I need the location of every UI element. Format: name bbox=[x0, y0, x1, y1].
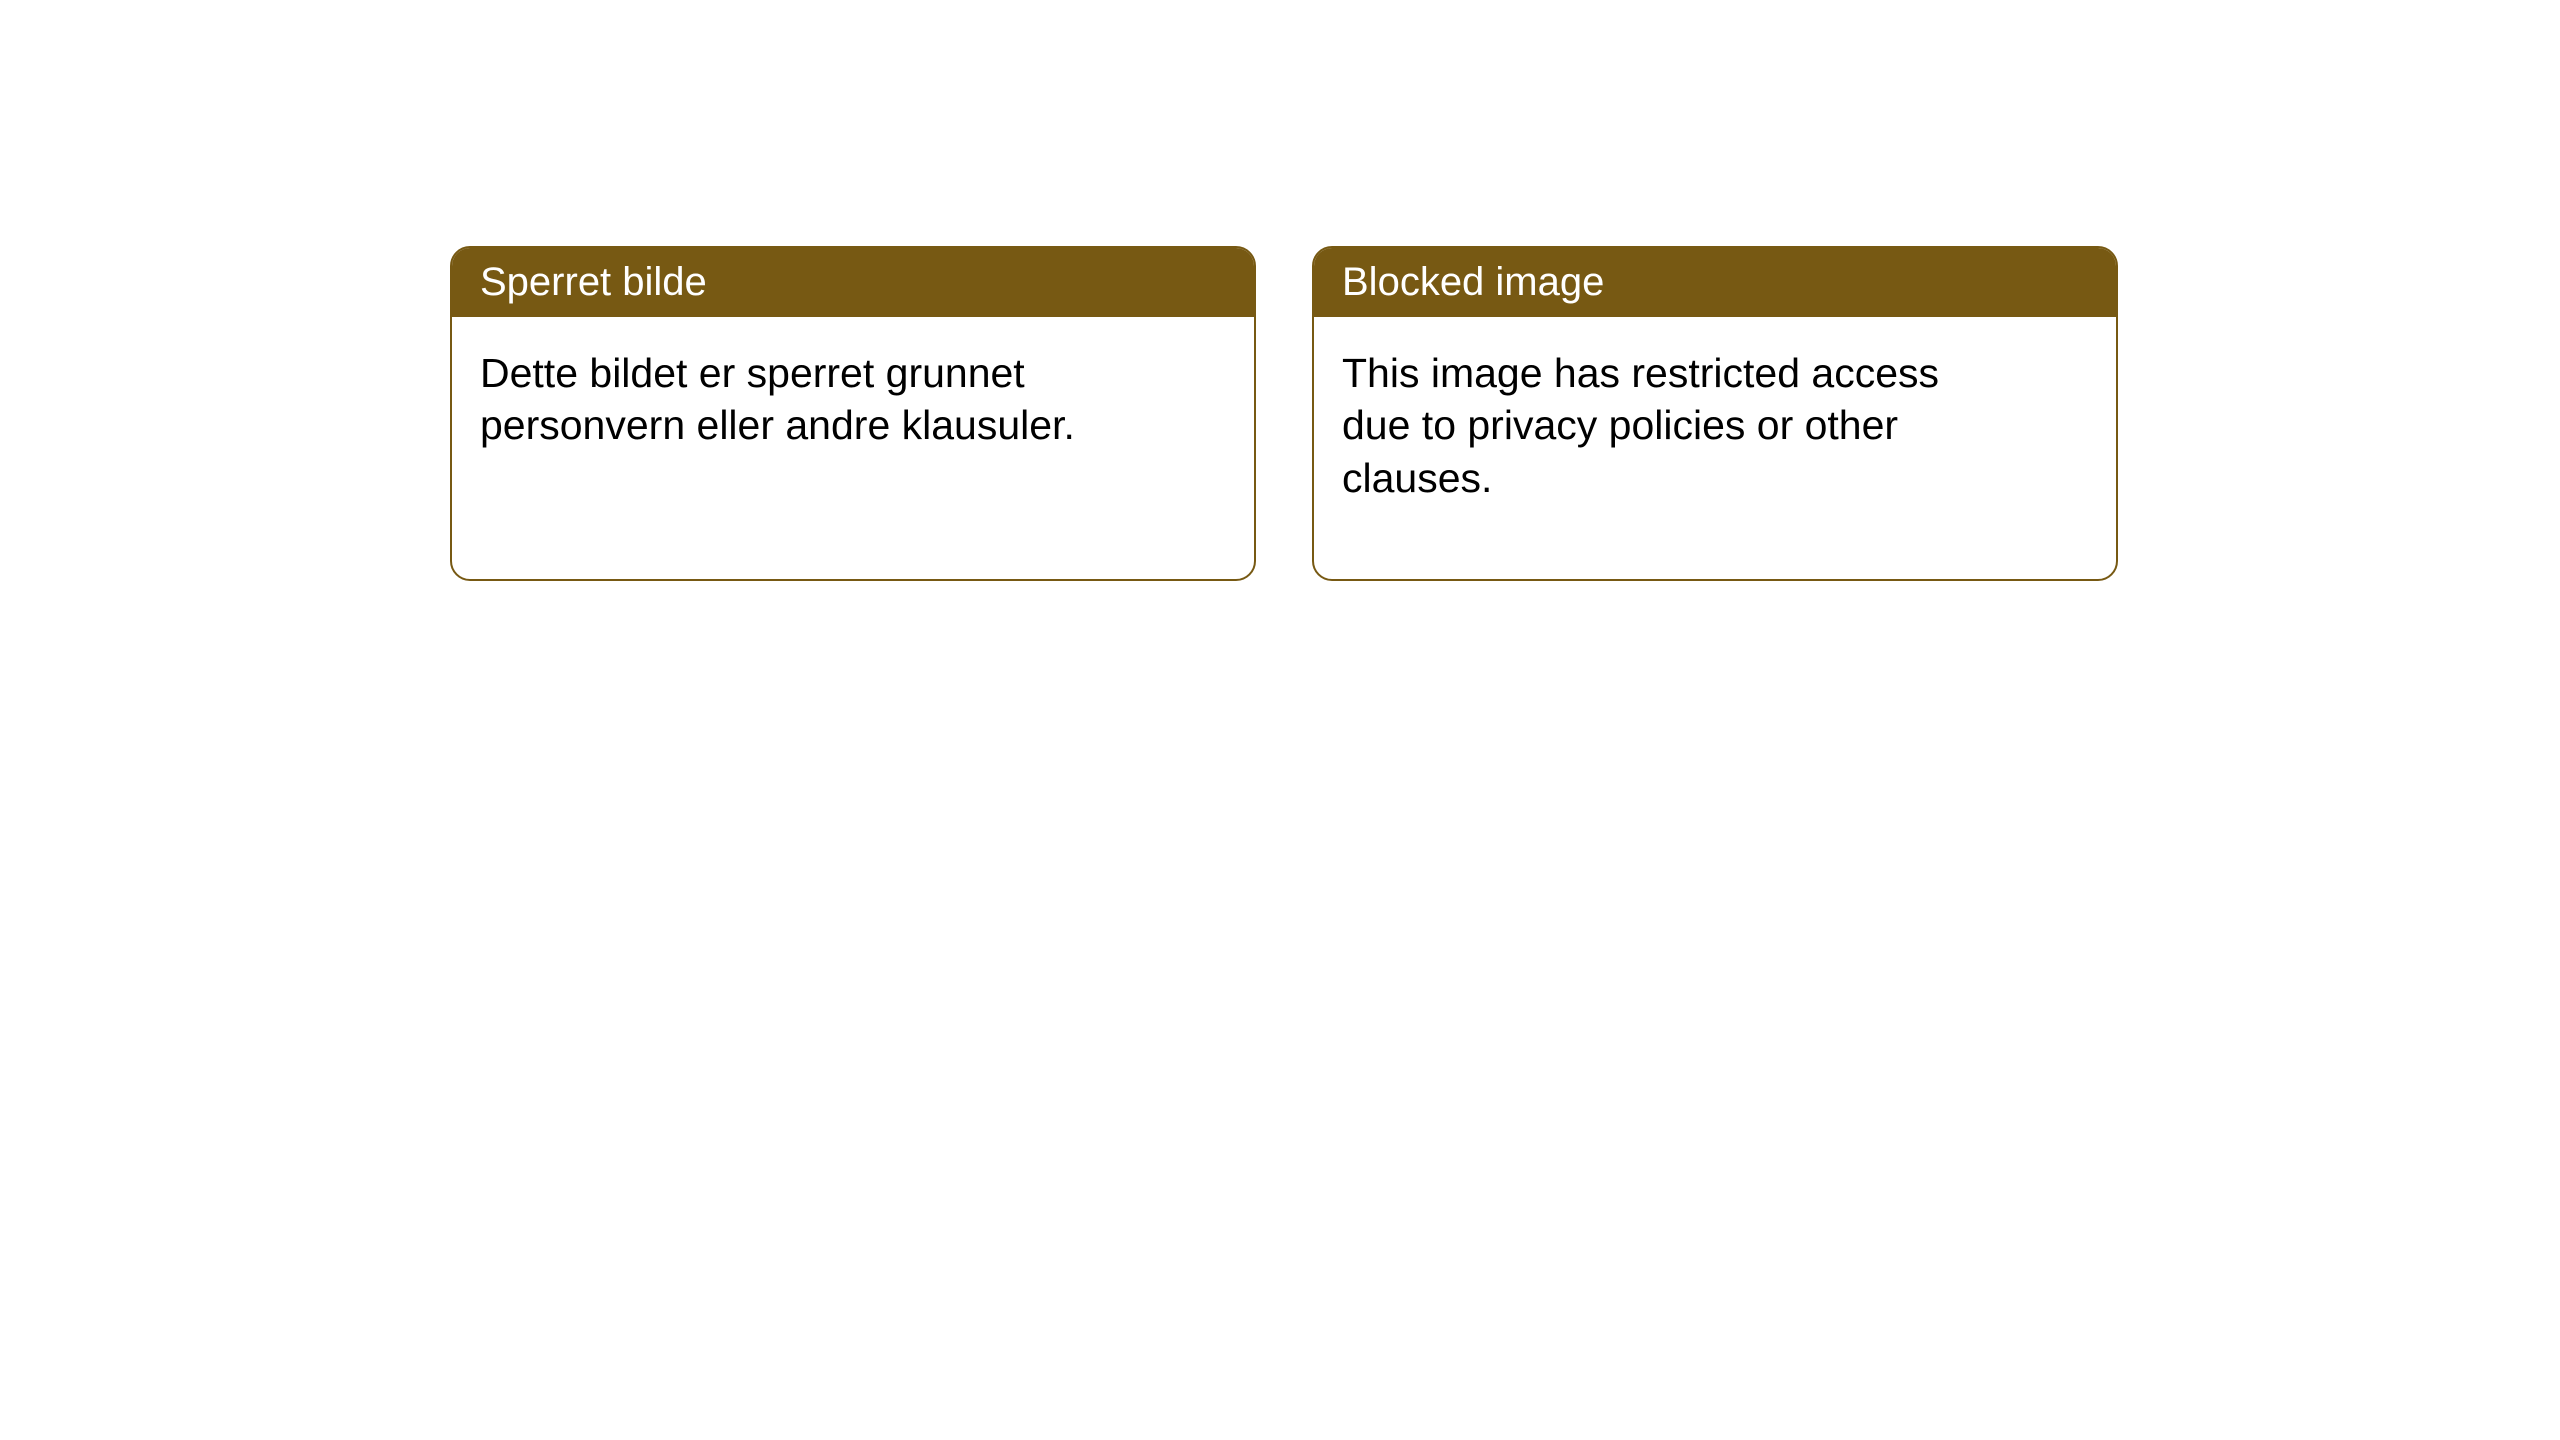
notice-message: This image has restricted access due to … bbox=[1342, 350, 1939, 501]
notice-body: This image has restricted access due to … bbox=[1314, 317, 1994, 534]
notice-body: Dette bildet er sperret grunnet personve… bbox=[452, 317, 1132, 482]
notice-cards-container: Sperret bilde Dette bildet er sperret gr… bbox=[0, 0, 2560, 581]
notice-message: Dette bildet er sperret grunnet personve… bbox=[480, 350, 1075, 448]
notice-header: Blocked image bbox=[1314, 248, 2116, 317]
notice-title: Blocked image bbox=[1342, 260, 1604, 304]
notice-title: Sperret bilde bbox=[480, 260, 707, 304]
notice-card-english: Blocked image This image has restricted … bbox=[1312, 246, 2118, 581]
notice-card-norwegian: Sperret bilde Dette bildet er sperret gr… bbox=[450, 246, 1256, 581]
notice-header: Sperret bilde bbox=[452, 248, 1254, 317]
